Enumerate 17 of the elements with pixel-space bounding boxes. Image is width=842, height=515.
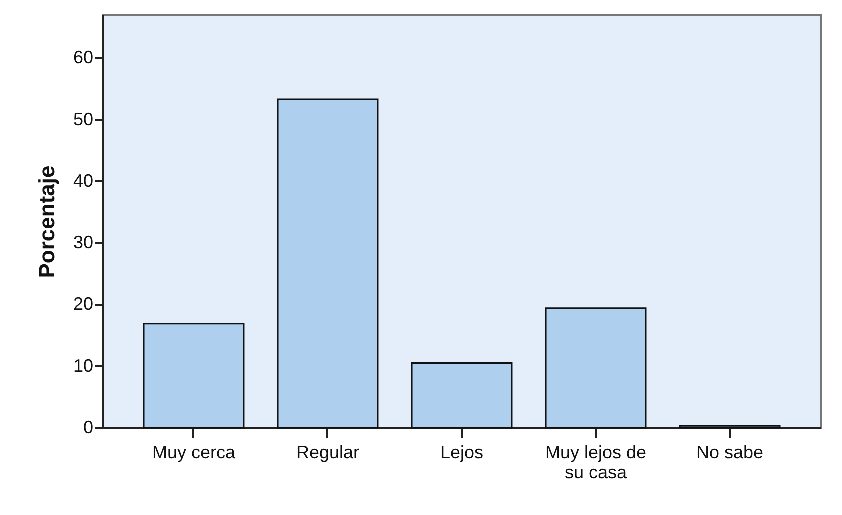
- bar: [143, 323, 245, 429]
- x-tick-label: Regular: [296, 442, 360, 462]
- y-tick-label: 60: [73, 48, 94, 68]
- y-tick-label: 30: [73, 232, 94, 253]
- bar: [277, 98, 379, 429]
- y-axis-title: Porcentaje: [34, 166, 60, 278]
- bar: [411, 362, 513, 429]
- y-tick-label: 50: [73, 109, 94, 130]
- y-tick-label: 20: [73, 294, 94, 314]
- y-tick-label: 0: [83, 418, 94, 438]
- x-tick-label: Muy lejos de su casa: [545, 442, 647, 482]
- bar: [545, 308, 647, 429]
- x-tick-label: Lejos: [440, 442, 484, 462]
- x-tick-label: Muy cerca: [152, 442, 236, 462]
- x-tick-label: No sabe: [696, 442, 764, 462]
- y-tick-label: 40: [73, 170, 94, 191]
- y-tick-label: 10: [73, 356, 94, 376]
